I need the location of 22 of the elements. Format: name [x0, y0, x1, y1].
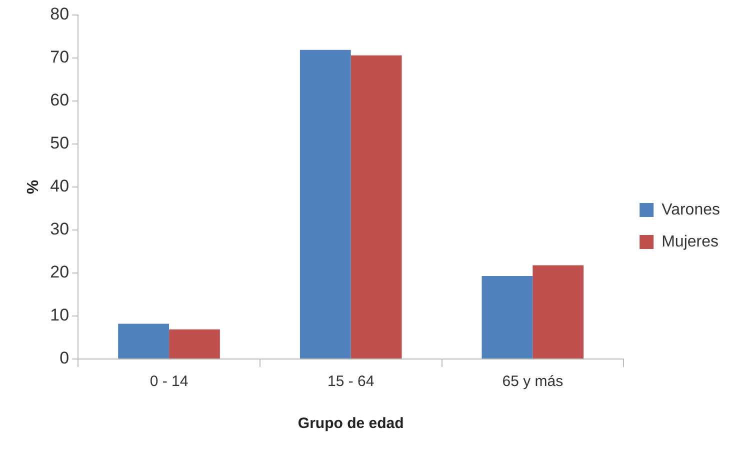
x-tick-label: 15 - 64 [328, 373, 374, 390]
y-tick-label: 80 [50, 4, 70, 24]
y-tick-label: 10 [50, 306, 70, 325]
x-tick-label: 65 y más [502, 373, 564, 390]
bar [169, 329, 220, 358]
x-axis-title: Grupo de edad [298, 415, 404, 432]
legend-label: Varones [662, 201, 720, 218]
bar [350, 55, 402, 358]
bar [482, 276, 533, 358]
x-tick-label: 0 - 14 [150, 373, 188, 390]
bar [300, 50, 351, 358]
y-tick-label: 50 [50, 134, 70, 153]
y-tick-label: 40 [50, 176, 70, 196]
y-tick-label: 30 [50, 220, 70, 239]
y-axis-title: % [25, 180, 42, 194]
y-tick-label: 0 [60, 348, 70, 368]
bar [532, 265, 584, 358]
y-tick-label: 70 [50, 48, 70, 67]
legend-label: Mujeres [662, 233, 718, 250]
y-tick-label: 20 [50, 262, 70, 282]
y-tick-label: 60 [50, 90, 70, 110]
bar [118, 324, 170, 358]
